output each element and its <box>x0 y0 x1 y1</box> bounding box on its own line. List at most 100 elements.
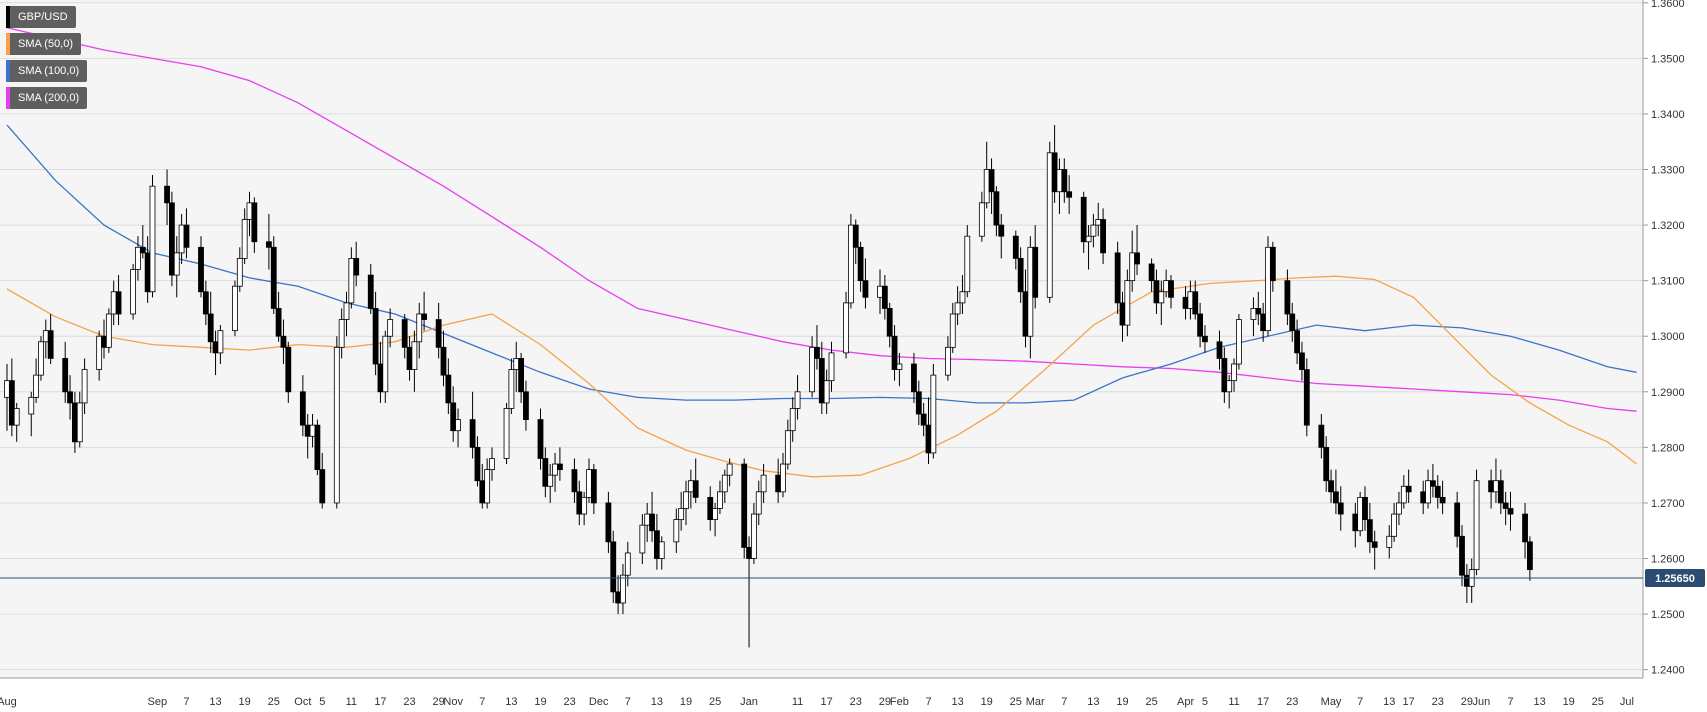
x-axis-tick-label: 13 <box>1533 696 1545 708</box>
last-price-badge <box>1645 568 1705 587</box>
candle-body-down <box>590 469 597 504</box>
x-axis-tick-label: 23 <box>403 696 415 708</box>
candle-body-up <box>1056 169 1063 193</box>
candle-body-down <box>1148 263 1155 282</box>
y-axis-tick-label: 1.2500 <box>1651 609 1685 621</box>
candle <box>8 358 15 437</box>
candle <box>13 402 20 442</box>
candle <box>135 236 141 281</box>
candle <box>848 213 854 309</box>
candle-body-down <box>746 547 752 559</box>
candle <box>484 458 491 509</box>
candle-body-up <box>1231 363 1237 382</box>
candle-body-down <box>367 274 374 309</box>
candle-body-up <box>809 346 815 393</box>
x-axis-tick-label: 5 <box>1202 696 1208 708</box>
candle-body-up <box>13 408 20 426</box>
candle-body-down <box>1318 424 1325 448</box>
chart-legend: GBP/USD SMA (50,0) SMA (100,0) SMA (200,… <box>6 6 88 114</box>
candle <box>115 275 122 326</box>
candle-body-up <box>1085 235 1092 243</box>
candle <box>299 375 306 437</box>
x-axis-tick-label: 13 <box>651 696 663 708</box>
candle-body-down <box>1100 219 1106 254</box>
candle-body-up <box>1425 480 1431 504</box>
candle <box>683 480 689 526</box>
candle <box>610 530 617 603</box>
candle-body-down <box>741 463 748 548</box>
x-axis-tick-label: Feb <box>890 696 909 708</box>
x-axis-tick-label: 19 <box>680 696 692 708</box>
x-axis-tick-label: 29 <box>879 696 891 708</box>
candle-body-down <box>1328 480 1334 493</box>
x-axis-tick-label: 29 <box>433 696 445 708</box>
candle-body-down <box>445 374 452 404</box>
candle-body-up <box>828 352 835 382</box>
candle-body-up <box>513 358 520 370</box>
candle <box>823 369 830 415</box>
candle <box>649 491 655 542</box>
candle-body-down <box>920 413 927 426</box>
candle-body-down <box>1192 291 1199 315</box>
candle-body-down <box>1488 480 1494 493</box>
candle-body-up <box>416 313 423 343</box>
x-axis-tick-label: 7 <box>1507 696 1513 708</box>
x-axis-tick-label: 25 <box>268 696 280 708</box>
candle <box>794 375 801 420</box>
candle-body-down <box>1032 246 1039 298</box>
x-axis-tick-label: Aug <box>0 696 17 708</box>
candle-body-down <box>605 502 612 543</box>
candle-body-down <box>886 308 893 337</box>
candle <box>275 291 282 342</box>
candle-body-down <box>47 330 54 359</box>
candle <box>789 397 796 442</box>
candle <box>1396 491 1402 526</box>
candle <box>130 263 137 320</box>
candle-body-up <box>877 285 883 298</box>
candle-body-up <box>508 369 515 409</box>
candle <box>105 308 112 353</box>
legend-item-sma200[interactable]: SMA (200,0) <box>6 87 88 109</box>
candle <box>760 464 767 503</box>
candle <box>67 375 73 420</box>
candle <box>1459 525 1465 587</box>
candle-body-down <box>523 391 529 420</box>
candle-body-down <box>1119 302 1126 326</box>
candle <box>1197 302 1203 348</box>
candle <box>1226 375 1233 409</box>
candle-body-down <box>998 224 1005 237</box>
candle <box>164 169 170 226</box>
candle-body-down <box>212 341 219 354</box>
candle <box>1454 491 1461 548</box>
legend-item-sma100[interactable]: SMA (100,0) <box>6 60 88 82</box>
candle-body-up <box>780 463 786 493</box>
candle-body-down <box>1366 519 1373 543</box>
legend-item-sma50[interactable]: SMA (50,0) <box>6 33 82 55</box>
x-axis-tick-label: Apr <box>1177 696 1194 708</box>
candle-body-down <box>1289 313 1296 332</box>
candle-body-down <box>164 185 170 204</box>
candle <box>1012 230 1019 270</box>
candles <box>4 125 1533 648</box>
x-axis-tick-label: 11 <box>1228 696 1239 708</box>
candle-body-down <box>319 469 326 504</box>
candle-body-down <box>401 319 408 348</box>
candle-body-up <box>1124 280 1131 326</box>
candle-body-down <box>707 496 714 521</box>
candle <box>911 352 917 403</box>
candle <box>168 191 175 287</box>
candle-body-up <box>760 474 767 493</box>
candle-body-down <box>377 363 384 393</box>
candle-body-up <box>42 330 49 343</box>
candle <box>1221 347 1228 403</box>
y-axis-tick-label: 1.3300 <box>1651 165 1685 177</box>
candle-body-up <box>241 219 248 259</box>
candle <box>658 536 665 570</box>
x-axis-tick-label: 13 <box>951 696 963 708</box>
candle-body-down <box>1371 541 1378 548</box>
candle-body-up <box>644 513 651 526</box>
candle-body-up <box>683 491 689 509</box>
candle-body-down <box>1459 535 1465 576</box>
candle <box>1134 225 1140 276</box>
legend-item-price[interactable]: GBP/USD <box>6 6 76 28</box>
